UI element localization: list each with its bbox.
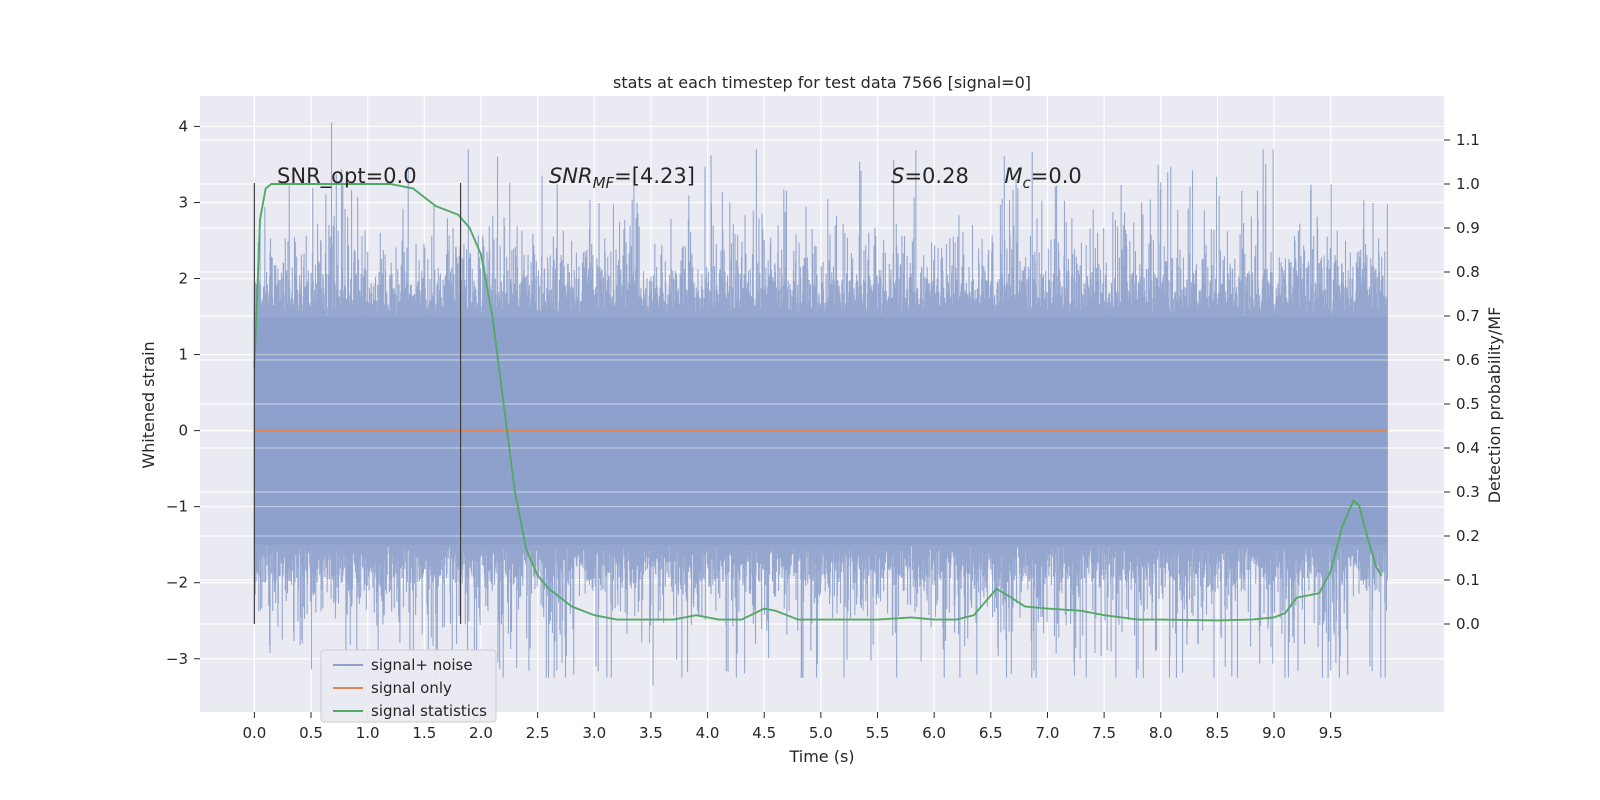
x-tick-label: 0.5 (299, 724, 323, 742)
y-right-tick-label: 0.2 (1456, 527, 1480, 545)
x-tick-label: 9.0 (1262, 724, 1286, 742)
x-tick-label: 8.0 (1149, 724, 1173, 742)
y-right-tick-label: 0.1 (1456, 571, 1480, 589)
x-tick-label: 2.0 (469, 724, 493, 742)
y-left-tick-label: −1 (166, 498, 188, 516)
annotation-snr-mf: SNRMF=[4.23] (549, 164, 695, 192)
y-left-tick-label: 4 (178, 117, 188, 135)
legend-entry: signal statistics (371, 702, 487, 720)
annotation-snr-opt: SNR_opt=0.0 (277, 164, 417, 189)
legend: signal+ noise signal only signal statistic… (320, 649, 497, 723)
x-axis-label: Time (s) (788, 747, 854, 766)
x-tick-label: 8.5 (1205, 724, 1229, 742)
y-right-tick-label: 0.7 (1456, 307, 1480, 325)
legend-entry: signal+ noise (371, 656, 473, 674)
annotation-s-stat: S=0.28 (891, 164, 969, 188)
y-right-tick-label: 0.6 (1456, 351, 1480, 369)
legend-entry: signal only (371, 679, 452, 697)
vertical-lines (253, 183, 462, 624)
y-right-axis-ticks: 0.0 0.1 0.2 0.3 0.4 0.5 0.6 0.7 0.8 0.9 1.0 1.1 (1444, 131, 1480, 633)
x-tick-label: 0.0 (242, 724, 266, 742)
y-left-tick-label: 0 (178, 422, 188, 440)
y-right-tick-label: 0.4 (1456, 439, 1480, 457)
annotation-mc: Mc=0.0 (1004, 164, 1081, 192)
x-tick-label: 1.0 (356, 724, 380, 742)
y-right-axis-label: Detection probability/MF (1485, 307, 1504, 504)
x-axis-ticks: 0.0 0.5 1.0 1.5 2.0 2.5 3.0 3.5 4.0 4.5 5.0 5.5 6.0 6… (242, 712, 1343, 742)
y-left-tick-label: −3 (166, 650, 188, 668)
y-right-tick-label: 1.0 (1456, 175, 1480, 193)
x-tick-label: 3.0 (582, 724, 606, 742)
x-tick-label: 7.0 (1036, 724, 1060, 742)
x-tick-label: 4.5 (752, 724, 776, 742)
x-tick-label: 3.5 (639, 724, 663, 742)
line-series (253, 183, 1388, 622)
x-tick-label: 2.5 (526, 724, 550, 742)
y-left-axis-ticks: −3 −2 −1 0 1 2 3 4 (166, 117, 200, 668)
x-tick-label: 7.5 (1092, 724, 1116, 742)
x-tick-label: 5.0 (809, 724, 833, 742)
chart-title: stats at each timestep for test data 756… (613, 73, 1031, 92)
series-signal-statistics (253, 183, 1383, 622)
x-tick-label: 4.0 (696, 724, 720, 742)
legend-box (320, 649, 497, 723)
x-tick-label: 5.5 (866, 724, 890, 742)
y-left-axis-label: Whitened strain (139, 341, 158, 468)
y-right-tick-label: 0.5 (1456, 395, 1480, 413)
y-right-tick-label: 0.8 (1456, 263, 1480, 281)
y-left-tick-label: 1 (178, 346, 188, 364)
y-left-tick-label: 3 (178, 193, 188, 211)
y-right-tick-label: 0.0 (1456, 615, 1480, 633)
annotations: SNR_opt=0.0 SNRMF=[4.23] S=0.28 Mc=0.0 (277, 164, 1082, 192)
y-left-tick-label: 2 (178, 270, 188, 288)
y-right-tick-label: 0.9 (1456, 219, 1480, 237)
y-right-tick-label: 0.3 (1456, 483, 1480, 501)
x-tick-label: 6.0 (922, 724, 946, 742)
y-left-tick-label: −2 (166, 574, 188, 592)
x-tick-label: 1.5 (412, 724, 436, 742)
x-tick-label: 9.5 (1319, 724, 1343, 742)
y-right-tick-label: 1.1 (1456, 131, 1480, 149)
x-tick-label: 6.5 (979, 724, 1003, 742)
